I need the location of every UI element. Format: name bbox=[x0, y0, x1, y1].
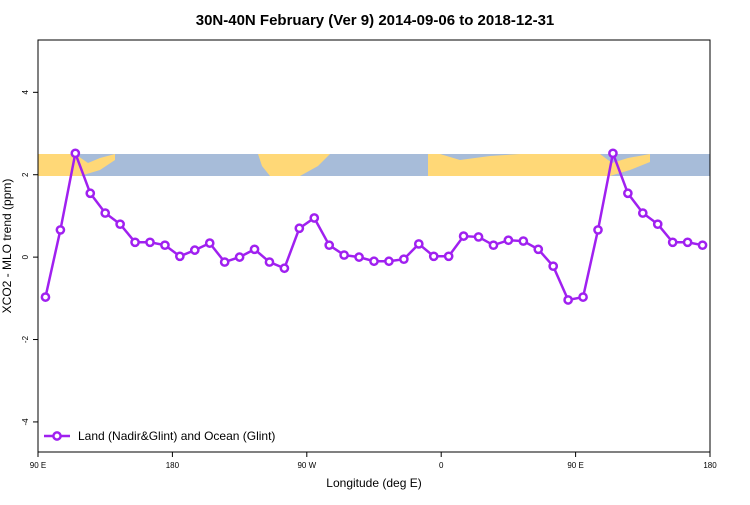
data-point bbox=[533, 244, 544, 255]
data-point bbox=[697, 240, 708, 251]
x-tick-label: 90 E bbox=[30, 461, 46, 470]
y-tick-label: 2 bbox=[21, 172, 30, 177]
data-point bbox=[413, 239, 424, 249]
data-point bbox=[339, 250, 349, 260]
chart-title: 30N-40N February (Ver 9) 2014-09-06 to 2… bbox=[196, 12, 555, 29]
data-point bbox=[204, 238, 215, 248]
data-point bbox=[682, 237, 693, 248]
x-tick-label: 90 W bbox=[297, 461, 316, 470]
data-point bbox=[548, 261, 559, 272]
x-tick-label: 180 bbox=[166, 461, 180, 470]
data-point bbox=[443, 251, 454, 262]
data-point bbox=[399, 254, 409, 265]
data-point bbox=[219, 257, 230, 267]
y-tick-label: 0 bbox=[21, 254, 30, 259]
data-point bbox=[637, 208, 648, 218]
y-tick-label: 4 bbox=[21, 90, 30, 95]
data-point bbox=[518, 236, 529, 246]
data-point bbox=[458, 231, 469, 241]
data-point bbox=[667, 237, 678, 248]
y-tick-label: -2 bbox=[21, 335, 30, 343]
data-point bbox=[309, 213, 320, 223]
data-point bbox=[563, 295, 573, 305]
data-point bbox=[384, 256, 394, 267]
data-point bbox=[160, 240, 170, 251]
data-point bbox=[70, 148, 81, 159]
legend-marker bbox=[52, 431, 62, 441]
map-band bbox=[38, 154, 710, 176]
data-point bbox=[369, 256, 379, 267]
data-point bbox=[145, 237, 155, 248]
data-point bbox=[324, 240, 335, 251]
data-point bbox=[354, 252, 364, 262]
data-point bbox=[488, 240, 499, 251]
data-point bbox=[428, 251, 439, 262]
data-point bbox=[130, 237, 140, 248]
data-point bbox=[503, 235, 514, 246]
plot-frame bbox=[37, 39, 711, 453]
data-point bbox=[608, 148, 618, 159]
data-point bbox=[175, 251, 185, 262]
x-tick-label: 180 bbox=[703, 461, 717, 470]
data-point bbox=[189, 245, 200, 255]
data-point bbox=[623, 188, 633, 199]
land bbox=[38, 154, 115, 176]
y-axis-label: XCO2 - MLO trend (ppm) bbox=[0, 179, 14, 314]
data-point bbox=[85, 188, 96, 199]
x-axis-label: Longitude (deg E) bbox=[326, 476, 421, 490]
x-tick-label: 0 bbox=[439, 461, 444, 470]
data-point bbox=[578, 292, 588, 302]
data-point bbox=[652, 219, 663, 230]
data-point bbox=[100, 208, 111, 218]
land bbox=[258, 154, 330, 176]
legend: Land (Nadir&Glint) and Ocean (Glint) bbox=[44, 429, 275, 443]
data-point bbox=[234, 252, 245, 262]
data-point bbox=[115, 219, 125, 230]
data-point bbox=[55, 225, 66, 235]
data-point bbox=[473, 232, 484, 242]
data-point bbox=[279, 263, 290, 274]
data-point bbox=[593, 225, 603, 235]
data-point bbox=[264, 257, 275, 267]
data-point bbox=[249, 244, 260, 255]
x-tick-label: 90 E bbox=[567, 461, 583, 470]
legend-label: Land (Nadir&Glint) and Ocean (Glint) bbox=[78, 429, 275, 443]
data-point bbox=[40, 292, 51, 302]
data-point bbox=[294, 223, 305, 234]
land bbox=[428, 154, 650, 176]
y-tick-label: -4 bbox=[21, 418, 30, 426]
